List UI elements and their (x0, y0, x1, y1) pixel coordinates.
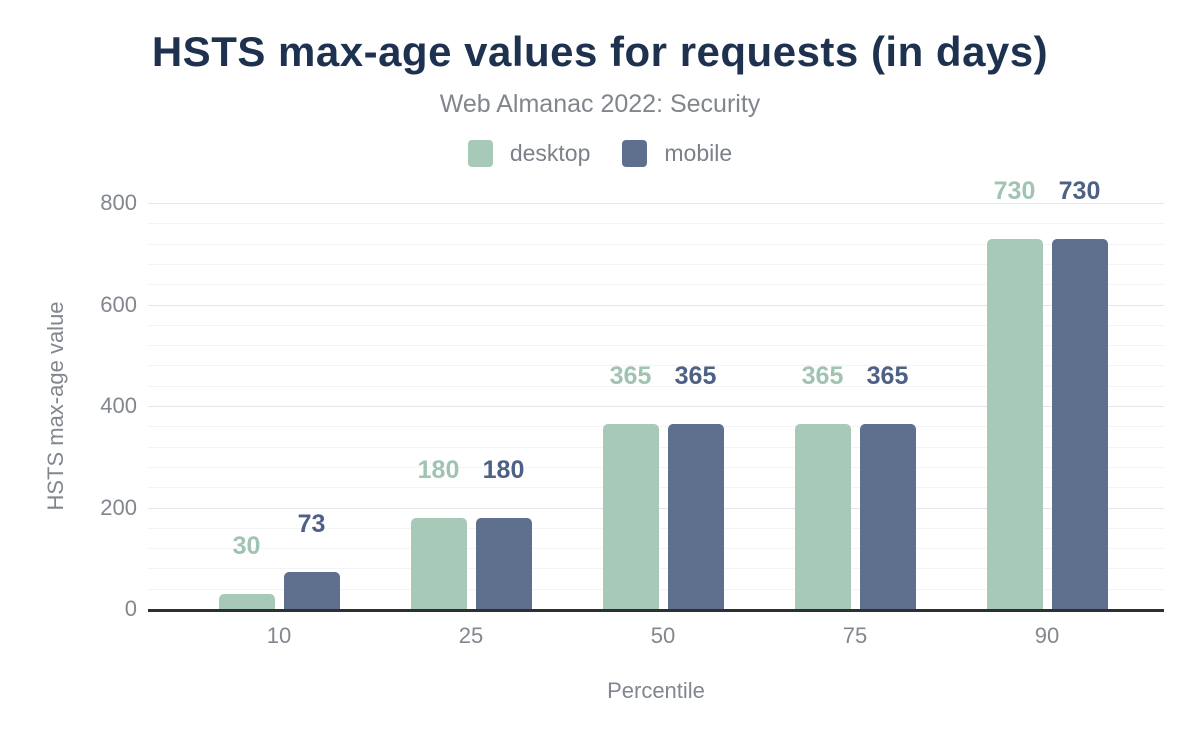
desktop-bar (410, 517, 467, 609)
y-tick-label: 200 (100, 494, 137, 520)
minor-gridline (148, 385, 1164, 387)
desktop-value-label: 30 (232, 531, 261, 560)
major-gridline (148, 203, 1164, 204)
legend-item-desktop: desktop (467, 140, 591, 167)
desktop-bar (794, 423, 851, 609)
y-tick-label: 800 (100, 190, 137, 215)
legend-item-mobile: mobile (622, 140, 732, 167)
desktop-value-label: 365 (609, 361, 652, 390)
legend-label-desktop: desktop (509, 140, 591, 166)
major-gridline (148, 406, 1164, 407)
x-tick-label: 90 (1034, 623, 1060, 648)
desktop-bar (602, 423, 659, 609)
mobile-bar (667, 423, 724, 609)
y-tick-label: 0 (124, 596, 137, 621)
minor-gridline (148, 243, 1164, 245)
legend-label-mobile: mobile (664, 140, 733, 166)
x-tick-label: 25 (458, 623, 484, 648)
y-tick-label: 600 (100, 291, 137, 317)
x-tick-label: 75 (842, 623, 868, 648)
desktop-bar (218, 593, 275, 609)
mobile-value-label: 73 (297, 509, 326, 538)
desktop-bar (986, 238, 1043, 609)
mobile-bar (283, 571, 340, 609)
minor-gridline (148, 284, 1164, 286)
x-tick-label: 10 (266, 623, 292, 648)
mobile-value-label: 365 (674, 361, 717, 390)
desktop-value-label: 730 (993, 176, 1036, 205)
chart-subtitle: Web Almanac 2022: Security (439, 90, 761, 118)
chart-title: HSTS max-age values for requests (in day… (151, 28, 1049, 75)
mobile-bar (859, 423, 916, 609)
x-tick-label: 50 (650, 623, 676, 648)
minor-gridline (148, 263, 1164, 265)
x-axis-title: Percentile (607, 678, 705, 703)
minor-gridline (148, 345, 1164, 347)
mobile-value-label: 730 (1058, 176, 1101, 205)
major-gridline (148, 304, 1164, 306)
desktop-value-label: 180 (417, 455, 460, 484)
mobile-bar (1051, 238, 1108, 609)
chart-legend: desktop mobile (0, 140, 1200, 167)
minor-gridline (148, 324, 1164, 326)
minor-gridline (148, 223, 1164, 225)
mobile-value-label: 180 (482, 455, 525, 484)
plot-area: 0 200 400 600 800 10 30 73 25 180 180 50 365 365 75 365… (100, 178, 1164, 648)
mobile-bar (475, 517, 532, 609)
y-axis-title: HSTS max-age value (43, 301, 68, 511)
desktop-value-label: 365 (801, 361, 844, 390)
y-tick-label: 400 (100, 393, 137, 418)
desktop-series-swatch-icon (467, 140, 493, 167)
mobile-series-swatch-icon (622, 140, 648, 167)
minor-gridline (148, 365, 1164, 367)
mobile-value-label: 365 (866, 361, 909, 390)
